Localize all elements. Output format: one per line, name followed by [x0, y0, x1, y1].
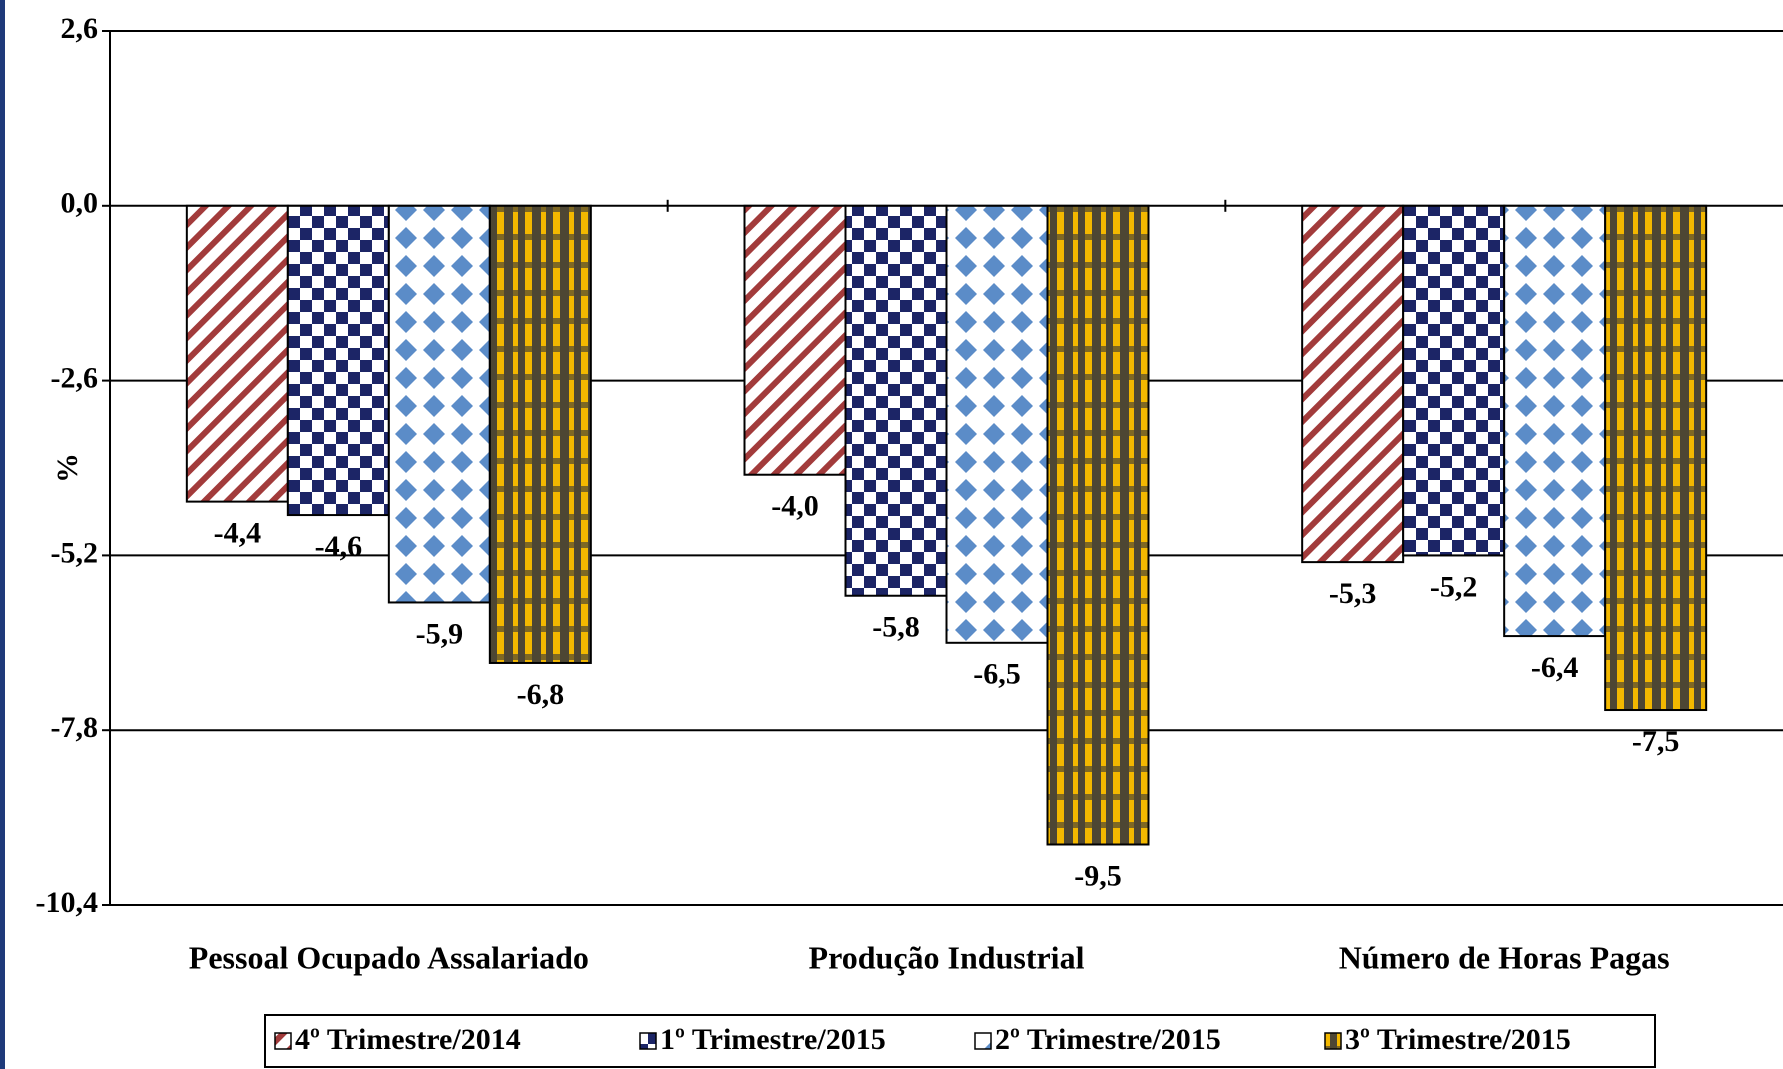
- legend-swatch: [639, 1032, 657, 1050]
- y-tick-label: -5,2: [51, 536, 99, 569]
- bar: [185, 204, 289, 503]
- y-tick-label: 0,0: [61, 187, 99, 220]
- value-label: -5,9: [416, 617, 464, 650]
- legend-label: 1º Trimestre/2015: [660, 1023, 886, 1056]
- value-label: -6,8: [517, 678, 565, 711]
- value-label: -7,5: [1632, 725, 1680, 758]
- value-label: -4,6: [315, 530, 363, 563]
- x-tick-label: Pessoal Ocupado Assalariado: [189, 939, 589, 975]
- bar: [945, 204, 1049, 644]
- x-tick-label: Número de Horas Pagas: [1339, 939, 1670, 975]
- value-label: -5,2: [1430, 570, 1478, 603]
- bar: [743, 204, 847, 476]
- value-label: -4,4: [214, 517, 262, 550]
- legend-label: 2º Trimestre/2015: [995, 1023, 1221, 1056]
- value-label: -5,8: [872, 611, 920, 644]
- legend-label: 3º Trimestre/2015: [1345, 1023, 1571, 1056]
- bar: [1402, 204, 1506, 557]
- bar: [1604, 204, 1708, 712]
- legend-label: 4º Trimestre/2014: [295, 1023, 521, 1056]
- value-label: -6,5: [973, 658, 1021, 691]
- value-label: -9,5: [1074, 859, 1122, 892]
- legend-swatch: [274, 1032, 292, 1050]
- bar: [1046, 204, 1150, 846]
- bar: [286, 204, 390, 517]
- legend-box: [264, 1014, 1656, 1068]
- y-tick-label: -2,6: [51, 361, 99, 394]
- y-tick-label: -7,8: [51, 711, 99, 744]
- left-border: [0, 0, 5, 1069]
- y-axis-label: %: [51, 453, 84, 483]
- legend-swatch: [1324, 1032, 1342, 1050]
- value-label: -5,3: [1329, 577, 1377, 610]
- bar: [488, 204, 592, 664]
- value-label: -4,0: [771, 490, 819, 523]
- y-tick-label: -10,4: [36, 886, 99, 919]
- bar: [1301, 204, 1405, 564]
- bar: [387, 204, 491, 604]
- y-tick-label: 2,6: [61, 12, 99, 45]
- bar: [844, 204, 948, 597]
- value-label: -6,4: [1531, 651, 1579, 684]
- x-tick-label: Produção Industrial: [809, 939, 1085, 975]
- bar: [1503, 204, 1607, 638]
- legend-swatch: [974, 1032, 992, 1050]
